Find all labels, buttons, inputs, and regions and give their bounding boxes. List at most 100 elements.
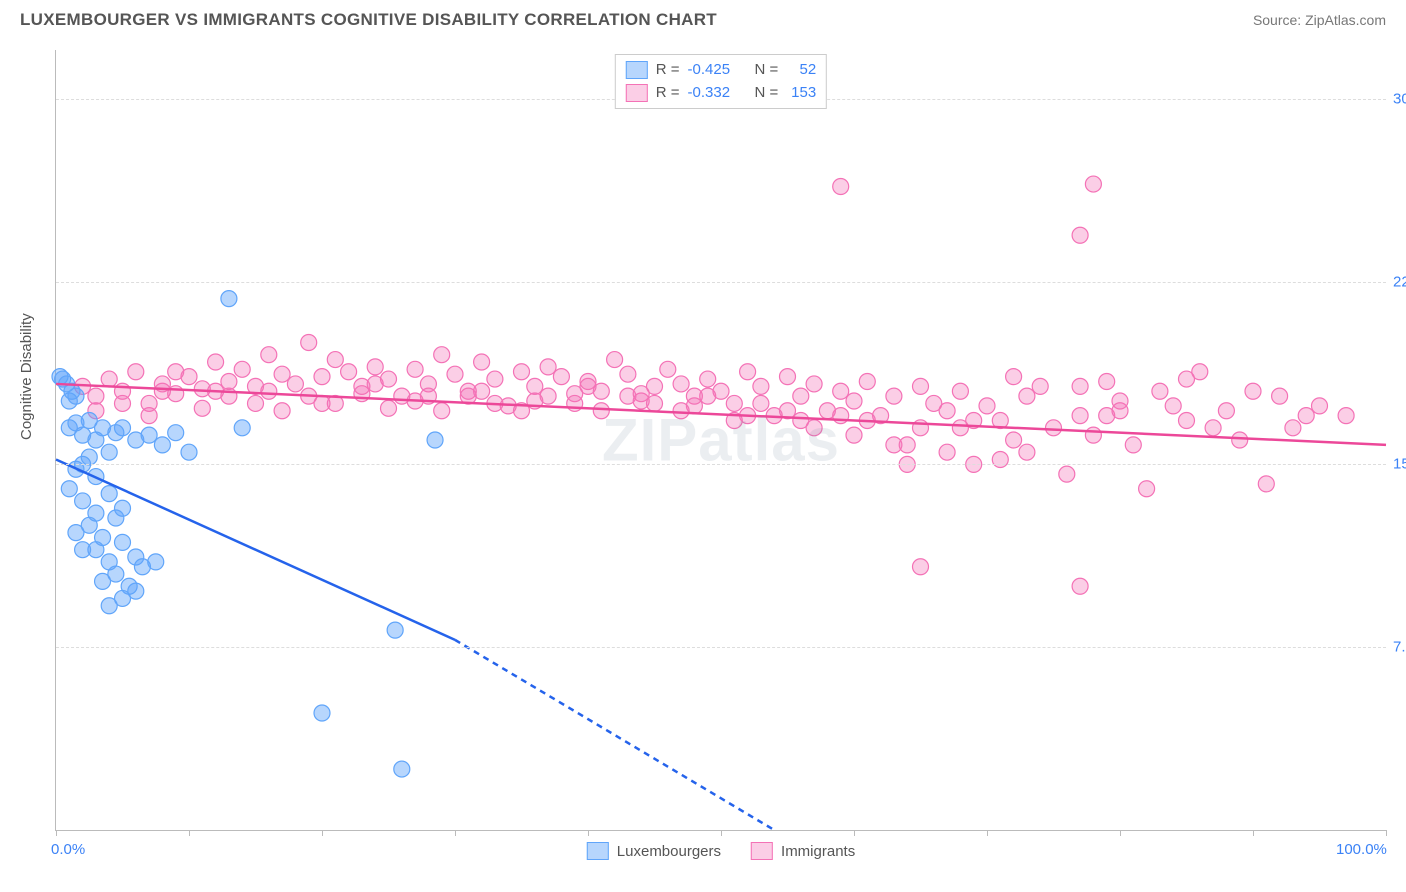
swatch-pink-bottom [751,842,773,860]
data-point [128,364,144,380]
data-point [88,388,104,404]
trend-line [455,640,774,830]
data-point [367,376,383,392]
data-point [407,361,423,377]
x-tick-mark [56,830,57,836]
data-point [434,347,450,363]
data-point [168,425,184,441]
data-point [553,369,569,385]
data-point [1205,420,1221,436]
data-point [234,361,250,377]
x-tick-mark [987,830,988,836]
y-tick-label: 30.0% [1393,90,1406,107]
data-point [75,542,91,558]
data-point [101,444,117,460]
data-point [580,378,596,394]
data-point [1218,403,1234,419]
data-point [1085,427,1101,443]
legend-row-pink: R = -0.332 N = 153 [626,82,816,105]
data-point [394,761,410,777]
data-point [434,403,450,419]
data-point [1046,420,1062,436]
x-tick-label: 0.0% [51,841,85,858]
data-point [248,395,264,411]
trend-line [56,460,455,640]
data-point [274,403,290,419]
data-point [700,371,716,387]
data-point [95,573,111,589]
data-point [607,352,623,368]
swatch-blue [626,61,648,79]
data-point [101,598,117,614]
data-point [859,374,875,390]
data-point [221,291,237,307]
data-point [1072,578,1088,594]
data-point [154,383,170,399]
y-tick-label: 7.5% [1393,639,1406,656]
data-point [341,364,357,380]
data-point [52,369,68,385]
x-tick-mark [322,830,323,836]
data-point [115,534,131,550]
chart-header: LUXEMBOURGER VS IMMIGRANTS COGNITIVE DIS… [0,0,1406,36]
chart-title: LUXEMBOURGER VS IMMIGRANTS COGNITIVE DIS… [20,10,717,30]
data-point [686,398,702,414]
data-point [673,376,689,392]
data-point [234,420,250,436]
data-point [327,352,343,368]
data-point [1006,369,1022,385]
swatch-pink [626,84,648,102]
x-tick-mark [1120,830,1121,836]
data-point [700,388,716,404]
x-tick-mark [721,830,722,836]
gridline [56,464,1386,465]
data-point [620,366,636,382]
data-point [1072,227,1088,243]
data-point [899,437,915,453]
data-point [314,705,330,721]
data-point [474,383,490,399]
data-point [261,347,277,363]
data-point [1179,413,1195,429]
data-point [387,622,403,638]
x-tick-mark [1253,830,1254,836]
data-point [833,383,849,399]
data-point [314,395,330,411]
data-point [1312,398,1328,414]
correlation-legend: R = -0.425 N = 52 R = -0.332 N = 153 [615,54,827,109]
x-tick-mark [1386,830,1387,836]
data-point [181,444,197,460]
data-point [846,393,862,409]
data-point [1032,378,1048,394]
data-point [647,395,663,411]
data-point [846,427,862,443]
data-point [101,486,117,502]
data-point [952,420,968,436]
y-tick-label: 22.5% [1393,273,1406,290]
data-point [1006,432,1022,448]
data-point [68,388,84,404]
data-point [726,395,742,411]
data-point [793,388,809,404]
data-point [660,361,676,377]
data-point [168,364,184,380]
data-point [886,388,902,404]
data-point [1112,403,1128,419]
data-point [633,386,649,402]
data-point [540,359,556,375]
data-point [593,403,609,419]
data-point [806,376,822,392]
data-point [367,359,383,375]
data-point [194,400,210,416]
data-point [780,369,796,385]
data-point [1019,444,1035,460]
data-point [514,364,530,380]
data-point [753,378,769,394]
data-point [1179,371,1195,387]
scatter-svg [56,50,1386,830]
data-point [208,354,224,370]
data-point [381,400,397,416]
data-point [81,449,97,465]
data-point [101,371,117,387]
data-point [1019,388,1035,404]
